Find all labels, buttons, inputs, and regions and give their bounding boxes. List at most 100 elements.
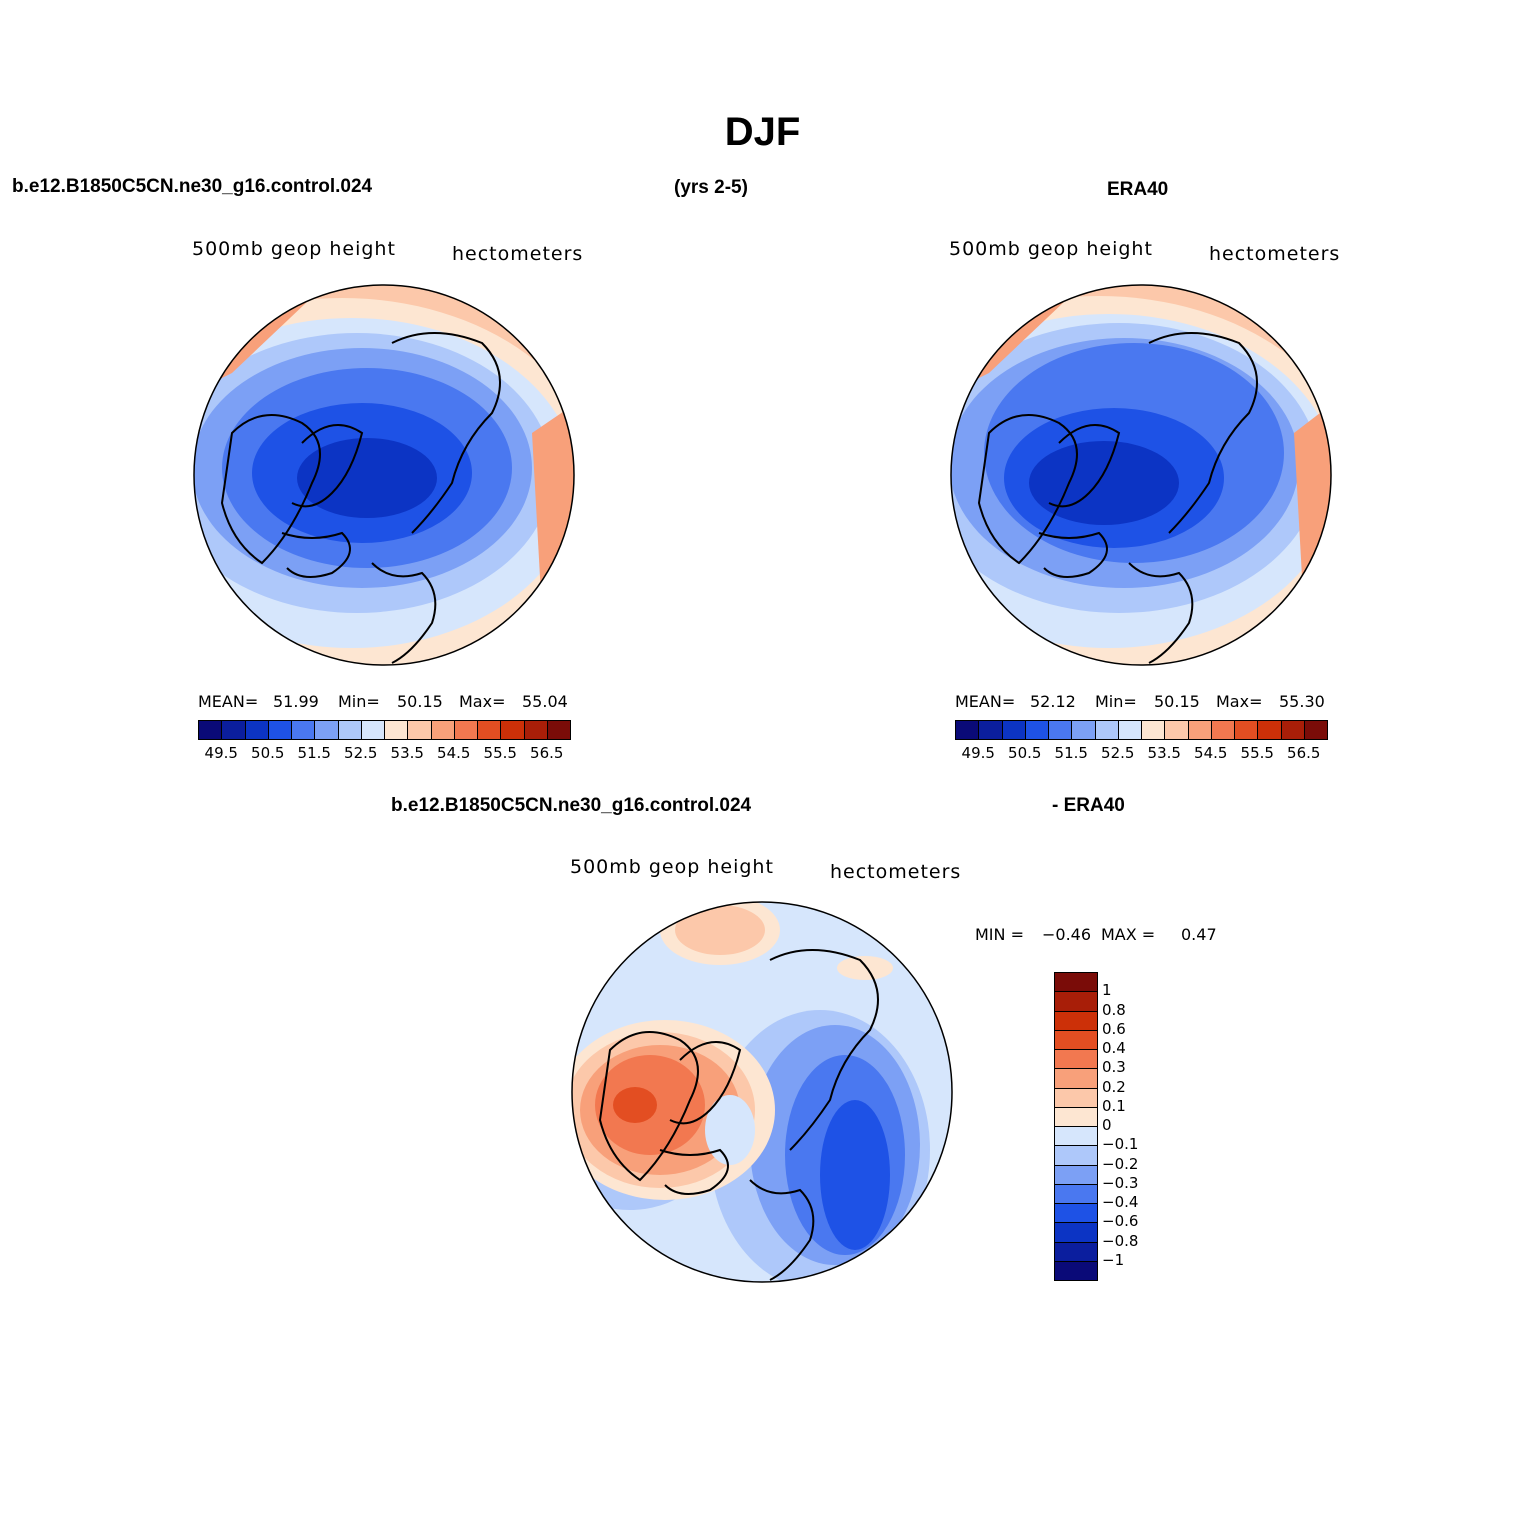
- panel-obs-variable: 500mb geop height: [949, 238, 1153, 260]
- years-title: (yrs 2-5): [674, 177, 748, 198]
- colorbar-swatch: [244, 720, 269, 740]
- colorbar-swatch: [1054, 1106, 1098, 1127]
- colorbar-swatch: [546, 720, 571, 740]
- colorbar-tick-label: 52.5: [344, 744, 378, 762]
- colorbar-swatch: [1257, 720, 1282, 740]
- colorbar-tick-label: 50.5: [1008, 744, 1042, 762]
- colorbar-swatch: [1054, 1049, 1098, 1070]
- colorbar-tick-label: 1: [1102, 981, 1112, 1000]
- colorbar-tick-label: 52.5: [1101, 744, 1135, 762]
- colorbar-swatch: [1187, 720, 1212, 740]
- diff-title-right: - ERA40: [1052, 795, 1125, 816]
- colorbar-tick-label: 56.5: [530, 744, 564, 762]
- panel-obs-units: hectometers: [1209, 243, 1341, 265]
- colorbar-tick-label: 49.5: [961, 744, 995, 762]
- colorbar-tick-label: 0.6: [1102, 1019, 1126, 1038]
- colorbar-swatch: [314, 720, 339, 740]
- colorbar-swatch: [1054, 1126, 1098, 1147]
- colorbar-tick-label: 0.1: [1102, 1096, 1126, 1115]
- panel-obs-max: 55.30: [1279, 692, 1325, 711]
- diff-title-left: b.e12.B1850C5CN.ne30_g16.control.024: [391, 795, 752, 816]
- colorbar-tick-label: −0.6: [1102, 1212, 1139, 1231]
- panel-diff-min: −0.46: [1042, 925, 1092, 944]
- panel-obs-colorbar-ticks: 49.5 50.5 51.5 52.5 53.5 54.5 55.5 56.5: [955, 744, 1327, 764]
- panel-obs-min: 50.15: [1154, 692, 1200, 711]
- colorbar-tick-label: 56.5: [1287, 744, 1321, 762]
- panel-model-mean-label: MEAN=: [198, 692, 259, 711]
- panel-obs-max-label: Max=: [1216, 692, 1263, 711]
- colorbar-tick-label: 49.5: [204, 744, 238, 762]
- colorbar-swatch: [1280, 720, 1305, 740]
- colorbar-swatch: [1054, 1029, 1098, 1050]
- colorbar-swatch: [221, 720, 246, 740]
- colorbar-tick-label: 51.5: [1054, 744, 1088, 762]
- panel-obs-mean: 52.12: [1030, 692, 1076, 711]
- panel-obs-mean-label: MEAN=: [955, 692, 1016, 711]
- colorbar-swatch: [1054, 1183, 1098, 1204]
- colorbar-tick-label: 55.5: [483, 744, 517, 762]
- panel-obs-min-label: Min=: [1095, 692, 1137, 711]
- colorbar-swatch: [267, 720, 292, 740]
- colorbar-tick-label: 0.8: [1102, 1000, 1126, 1019]
- colorbar-swatch: [1054, 1068, 1098, 1089]
- colorbar-tick-label: −0.2: [1102, 1154, 1139, 1173]
- panel-diff-variable: 500mb geop height: [570, 856, 774, 878]
- figure-title: DJF: [724, 110, 801, 154]
- colorbar-swatch: [1054, 1260, 1098, 1281]
- colorbar-tick-label: 53.5: [390, 744, 424, 762]
- panel-obs-map: [950, 284, 1332, 666]
- colorbar-swatch: [1024, 720, 1049, 740]
- colorbar-swatch: [1048, 720, 1073, 740]
- colorbar-swatch: [407, 720, 432, 740]
- panel-model-colorbar: [198, 720, 571, 740]
- colorbar-swatch: [1094, 720, 1119, 740]
- colorbar-swatch: [477, 720, 502, 740]
- colorbar-swatch: [1054, 1087, 1098, 1108]
- colorbar-swatch: [1071, 720, 1096, 740]
- panel-diff-max: 0.47: [1181, 925, 1217, 944]
- colorbar-swatch: [1001, 720, 1026, 740]
- case-name-title: b.e12.B1850C5CN.ne30_g16.control.024: [12, 176, 373, 197]
- colorbar-tick-label: 55.5: [1240, 744, 1274, 762]
- colorbar-tick-label: −0.3: [1102, 1173, 1139, 1192]
- colorbar-swatch: [1141, 720, 1166, 740]
- colorbar-swatch: [955, 720, 980, 740]
- colorbar-swatch: [1054, 1145, 1098, 1166]
- colorbar-swatch: [337, 720, 362, 740]
- colorbar-tick-label: 0.4: [1102, 1039, 1126, 1057]
- panel-model-min: 50.15: [397, 692, 443, 711]
- panel-model-map: [193, 284, 575, 666]
- panel-obs-colorbar: [955, 720, 1328, 740]
- colorbar-tick-label: −0.8: [1102, 1231, 1139, 1250]
- panel-diff-min-label: MIN =: [975, 925, 1024, 944]
- panel-model-units: hectometers: [452, 243, 584, 265]
- colorbar-swatch: [1054, 1010, 1098, 1031]
- colorbar-tick-label: −0.4: [1102, 1193, 1139, 1211]
- colorbar-swatch: [430, 720, 455, 740]
- colorbar-swatch: [360, 720, 385, 740]
- colorbar-tick-label: 0.2: [1102, 1077, 1126, 1096]
- reference-title: ERA40: [1107, 179, 1169, 200]
- colorbar-swatch: [1054, 1164, 1098, 1185]
- colorbar-swatch: [1117, 720, 1142, 740]
- colorbar-swatch: [453, 720, 478, 740]
- panel-diff-colorbar: [1054, 972, 1098, 1281]
- panel-model-min-label: Min=: [338, 692, 380, 711]
- colorbar-tick-label: 0: [1102, 1116, 1112, 1134]
- colorbar-swatch: [1054, 1222, 1098, 1243]
- colorbar-swatch: [1303, 720, 1328, 740]
- colorbar-swatch: [291, 720, 316, 740]
- colorbar-tick-label: 0.3: [1102, 1058, 1126, 1077]
- colorbar-tick-label: −0.1: [1102, 1135, 1139, 1154]
- colorbar-tick-label: 51.5: [297, 744, 331, 762]
- colorbar-tick-label: 50.5: [251, 744, 285, 762]
- colorbar-swatch: [1054, 1241, 1098, 1262]
- colorbar-tick-label: −1: [1102, 1250, 1125, 1269]
- colorbar-swatch: [1054, 991, 1098, 1012]
- colorbar-swatch: [198, 720, 223, 740]
- panel-model-max: 55.04: [522, 692, 568, 711]
- colorbar-tick-label: 53.5: [1147, 744, 1181, 762]
- panel-diff-units: hectometers: [830, 861, 962, 883]
- colorbar-swatch: [1054, 972, 1098, 993]
- colorbar-swatch: [384, 720, 409, 740]
